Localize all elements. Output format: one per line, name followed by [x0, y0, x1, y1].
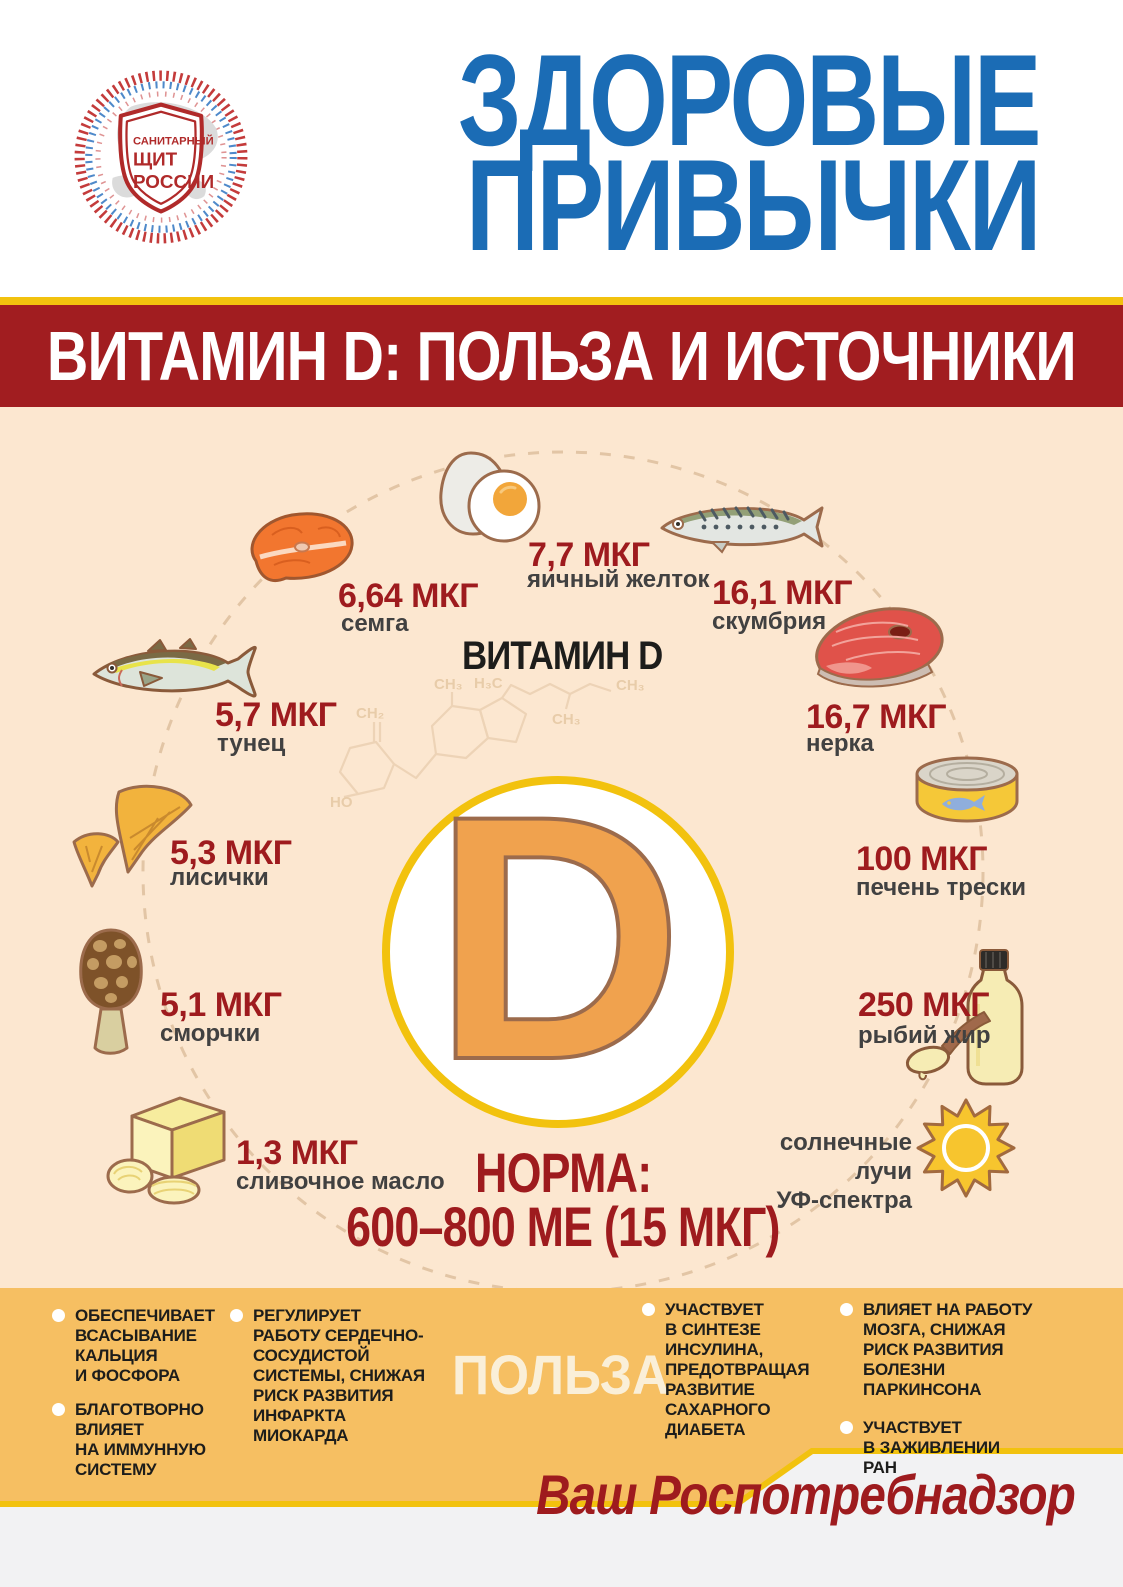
benefit-item: РЕГУЛИРУЕТ РАБОТУ СЕРДЕЧНО- СОСУДИСТОЙ С…: [230, 1306, 425, 1446]
chanterelle-icon: [72, 784, 193, 888]
d-letter: D: [430, 743, 685, 1132]
amount-tuna: 5,7 МКГ: [215, 696, 337, 734]
morel-mushroom-icon: [79, 928, 143, 1055]
amount-morel: 5,1 МКГ: [160, 986, 282, 1024]
vitamin-d-badge: D: [382, 762, 734, 1128]
amount-sockeye: 16,7 МКГ: [806, 698, 946, 736]
amount-butter: 1,3 МКГ: [236, 1134, 358, 1172]
benefits-band: [0, 1288, 1123, 1507]
name-egg: яичный желток: [527, 566, 710, 593]
logo-text-line2: ЩИТ: [133, 149, 178, 170]
bullet-icon: [840, 1421, 853, 1434]
molecule-label-ch3-ring: CH₃: [434, 676, 463, 693]
poster-title-line1: ЗДОРОВЫЕ: [457, 27, 1042, 173]
benefits-label: ПОЛЬЗА: [452, 1343, 670, 1406]
benefit-item: УЧАСТВУЕТ В СИНТЕЗЕ ИНСУЛИНА, ПРЕДОТВРАЩ…: [642, 1300, 842, 1440]
fish-oil-bottle-icon: [905, 949, 1024, 1086]
bullet-icon: [230, 1309, 243, 1322]
banner-title: ВИТАМИН D: ПОЛЬЗА И ИСТОЧНИКИ: [47, 317, 1077, 395]
name-butter: сливочное масло: [236, 1168, 445, 1195]
norm-label: НОРМА:: [474, 1141, 652, 1204]
rospotrebnadzor-signature: Ваш Роспотребнадзор: [536, 1463, 1076, 1526]
logo-text-line1: САНИТАРНЫЙ: [133, 134, 214, 147]
benefits-column-4: ВЛИЯЕТ НА РАБОТУ МОЗГА, СНИЖАЯ РИСК РАЗВ…: [840, 1300, 1035, 1492]
shield-outline: [118, 102, 204, 214]
amount-chanterelle: 5,3 МКГ: [170, 834, 292, 872]
gold-divider: [0, 297, 1123, 305]
bullet-icon: [642, 1303, 655, 1316]
molecule-label-h3c: H₃C: [474, 676, 503, 692]
vitamin-d-molecule-icon: HO CH₂ CH₃ H₃C CH₃ CH₃: [330, 676, 645, 811]
poster-title-line2: ПРИВЫЧКИ: [465, 132, 1042, 279]
name-cod-liver: печень трески: [856, 874, 1027, 901]
name-fish-oil: рыбий жир: [858, 1022, 991, 1049]
name-chanterelle: лисички: [170, 864, 269, 891]
molecule-label-ch3-branch: CH₃: [552, 711, 581, 728]
center-heading: ВИТАМИН D: [462, 634, 663, 678]
name-mackerel: скумбрия: [712, 608, 827, 635]
benefit-item: ВЛИЯЕТ НА РАБОТУ МОЗГА, СНИЖАЯ РИСК РАЗВ…: [840, 1300, 1035, 1400]
butter-icon: [106, 1096, 226, 1205]
sanitary-shield-logo-icon: САНИТАРНЫЙ ЩИТ РОССИИ: [74, 70, 248, 244]
name-sockeye: нерка: [806, 730, 874, 757]
amount-fish-oil: 250 МКГ: [858, 986, 990, 1024]
mackerel-icon: [660, 506, 824, 554]
name-salmon: семга: [341, 610, 409, 637]
cod-liver-can-icon: [915, 756, 1019, 823]
tuna-icon: [92, 638, 257, 698]
molecule-label-ch3-end: CH₃: [616, 677, 645, 694]
bullet-icon: [52, 1403, 65, 1416]
benefits-column-3: УЧАСТВУЕТ В СИНТЕЗЕ ИНСУЛИНА, ПРЕДОТВРАЩ…: [642, 1300, 842, 1454]
benefit-item: УЧАСТВУЕТ В ЗАЖИВЛЕНИИ РАН: [840, 1418, 1035, 1478]
benefit-item: БЛАГОТВОРНО ВЛИЯЕТ НА ИММУННУЮ СИСТЕМУ: [52, 1400, 220, 1480]
poster-title: ЗДОРОВЫЕ ПРИВЫЧКИ: [457, 27, 1042, 279]
bullet-icon: [840, 1303, 853, 1316]
sun-icon: [916, 1098, 1016, 1198]
amount-egg: 7,7 МКГ: [528, 536, 650, 574]
amount-cod-liver: 100 МКГ: [856, 840, 988, 878]
logo-text-line3: РОССИИ: [133, 171, 214, 192]
molecule-label-ch2: CH₂: [356, 705, 384, 722]
dashed-circle: [141, 450, 985, 1288]
amount-salmon: 6,64 МКГ: [338, 577, 478, 615]
name-sun: солнечные лучи УФ-спектра: [776, 1129, 912, 1214]
egg-yolk-icon: [439, 451, 541, 543]
sockeye-steak-icon: [815, 607, 944, 688]
benefits-column-1: ОБЕСПЕЧИВАЕТ ВСАСЫВАНИЕ КАЛЬЦИЯ И ФОСФОР…: [52, 1306, 220, 1494]
benefits-column-2: РЕГУЛИРУЕТ РАБОТУ СЕРДЕЧНО- СОСУДИСТОЙ С…: [230, 1306, 425, 1460]
benefit-item: ОБЕСПЕЧИВАЕТ ВСАСЫВАНИЕ КАЛЬЦИЯ И ФОСФОР…: [52, 1306, 220, 1386]
molecule-label-ho: HO: [330, 794, 353, 811]
section-banner: ВИТАМИН D: ПОЛЬЗА И ИСТОЧНИКИ: [0, 305, 1123, 407]
bullet-icon: [52, 1309, 65, 1322]
amount-mackerel: 16,1 МКГ: [712, 574, 852, 612]
norm-value: 600–800 МЕ (15 МКГ): [346, 1195, 780, 1258]
name-tuna: тунец: [217, 730, 286, 757]
name-morel: сморчки: [160, 1020, 261, 1047]
salmon-steak-icon: [250, 512, 354, 583]
